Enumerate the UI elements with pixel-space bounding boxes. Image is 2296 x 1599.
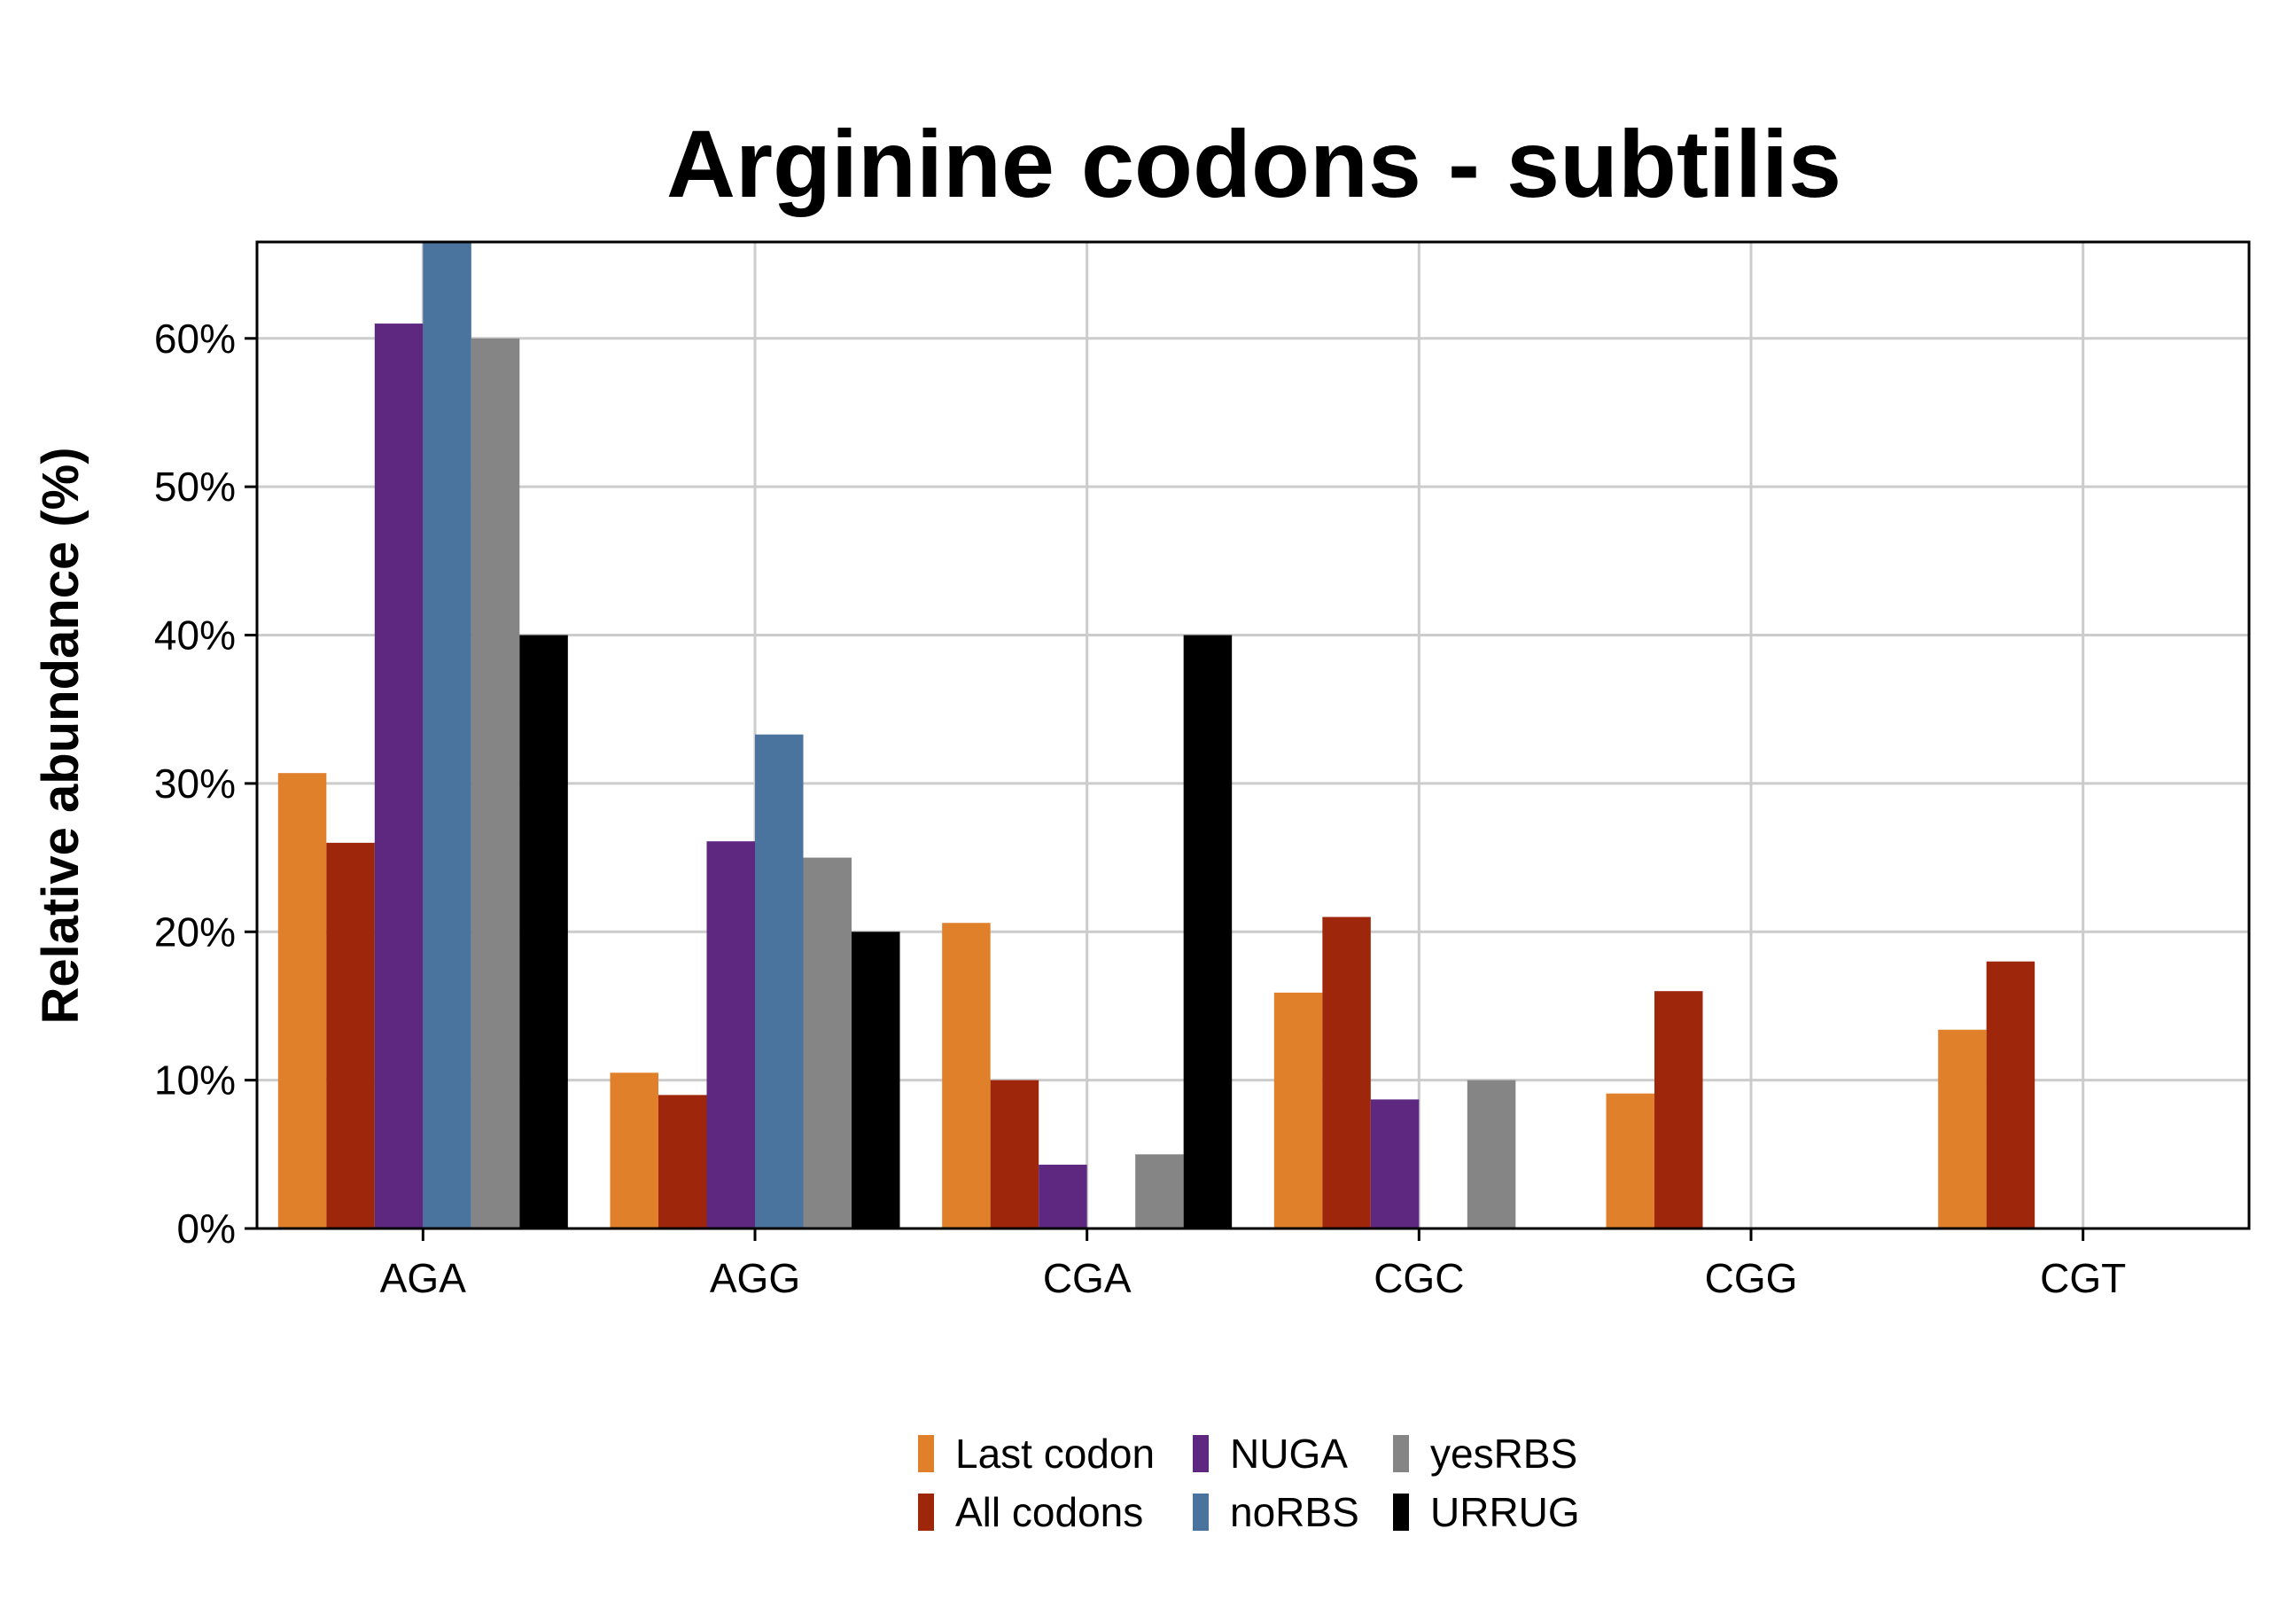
bar bbox=[990, 1080, 1039, 1228]
bar bbox=[1135, 1154, 1184, 1228]
y-tick-label: 40% bbox=[154, 612, 236, 659]
legend-label: URRUG bbox=[1430, 1489, 1580, 1535]
legend-label: noRBS bbox=[1230, 1489, 1359, 1535]
y-tick-label: 20% bbox=[154, 909, 236, 955]
bar bbox=[277, 773, 327, 1228]
y-tick-label: 60% bbox=[154, 316, 236, 362]
legend-swatch bbox=[918, 1494, 934, 1531]
y-tick-label: 0% bbox=[177, 1205, 236, 1252]
bar bbox=[326, 842, 375, 1228]
bar bbox=[423, 242, 471, 1228]
x-tick-label: AGA bbox=[380, 1255, 466, 1301]
legend-label: All codons bbox=[955, 1489, 1143, 1535]
gridlines bbox=[257, 242, 2249, 1230]
bar bbox=[1938, 1029, 1987, 1228]
bar bbox=[1273, 992, 1323, 1228]
bar bbox=[374, 324, 424, 1229]
bar bbox=[610, 1072, 658, 1228]
legend-label: NUGA bbox=[1230, 1431, 1348, 1477]
bar bbox=[1183, 635, 1233, 1228]
bar bbox=[803, 857, 852, 1228]
bar bbox=[942, 923, 991, 1228]
legend-swatch bbox=[1393, 1435, 1409, 1472]
chart-title: Arginine codons - subtilis bbox=[666, 110, 1841, 217]
x-tick-label: CGG bbox=[1705, 1255, 1798, 1301]
y-tick-label: 10% bbox=[154, 1057, 236, 1104]
bar bbox=[1039, 1165, 1087, 1228]
y-tick-label: 50% bbox=[154, 464, 236, 510]
x-tick-label: AGG bbox=[710, 1255, 800, 1301]
bar bbox=[706, 841, 755, 1228]
bar bbox=[1986, 961, 2035, 1228]
x-tick-label: CGC bbox=[1374, 1255, 1464, 1301]
bar bbox=[1654, 991, 1703, 1228]
bar bbox=[1370, 1099, 1420, 1228]
plot-frame bbox=[255, 240, 2251, 1230]
legend-swatch bbox=[1193, 1494, 1209, 1531]
x-tick-label: CGA bbox=[1043, 1255, 1132, 1301]
bar bbox=[471, 338, 520, 1229]
x-tick-label: CGT bbox=[2040, 1255, 2126, 1301]
legend-swatch bbox=[1393, 1494, 1409, 1531]
bar bbox=[1322, 916, 1371, 1228]
bar bbox=[658, 1095, 707, 1228]
bar bbox=[519, 635, 568, 1228]
y-tick-label: 30% bbox=[154, 760, 236, 807]
legend-label: Last codon bbox=[955, 1431, 1155, 1477]
legend-swatch bbox=[1193, 1435, 1209, 1472]
bar bbox=[755, 734, 804, 1228]
bars bbox=[277, 242, 2035, 1229]
legend-swatch bbox=[918, 1435, 934, 1472]
legend: Last codon All codons NUGA noRBS yesRBS URRUG bbox=[918, 1431, 1580, 1535]
y-axis-label: Relative abundance (%) bbox=[32, 447, 90, 1024]
bar bbox=[852, 932, 900, 1228]
legend-label: yesRBS bbox=[1430, 1431, 1577, 1477]
axis-ticks: 0% 10% 20% 30% 40% 50% 60% AGA AGG CGA CGC CGG CGT bbox=[154, 316, 2126, 1301]
bar bbox=[1606, 1093, 1654, 1228]
bar bbox=[1467, 1080, 1516, 1228]
